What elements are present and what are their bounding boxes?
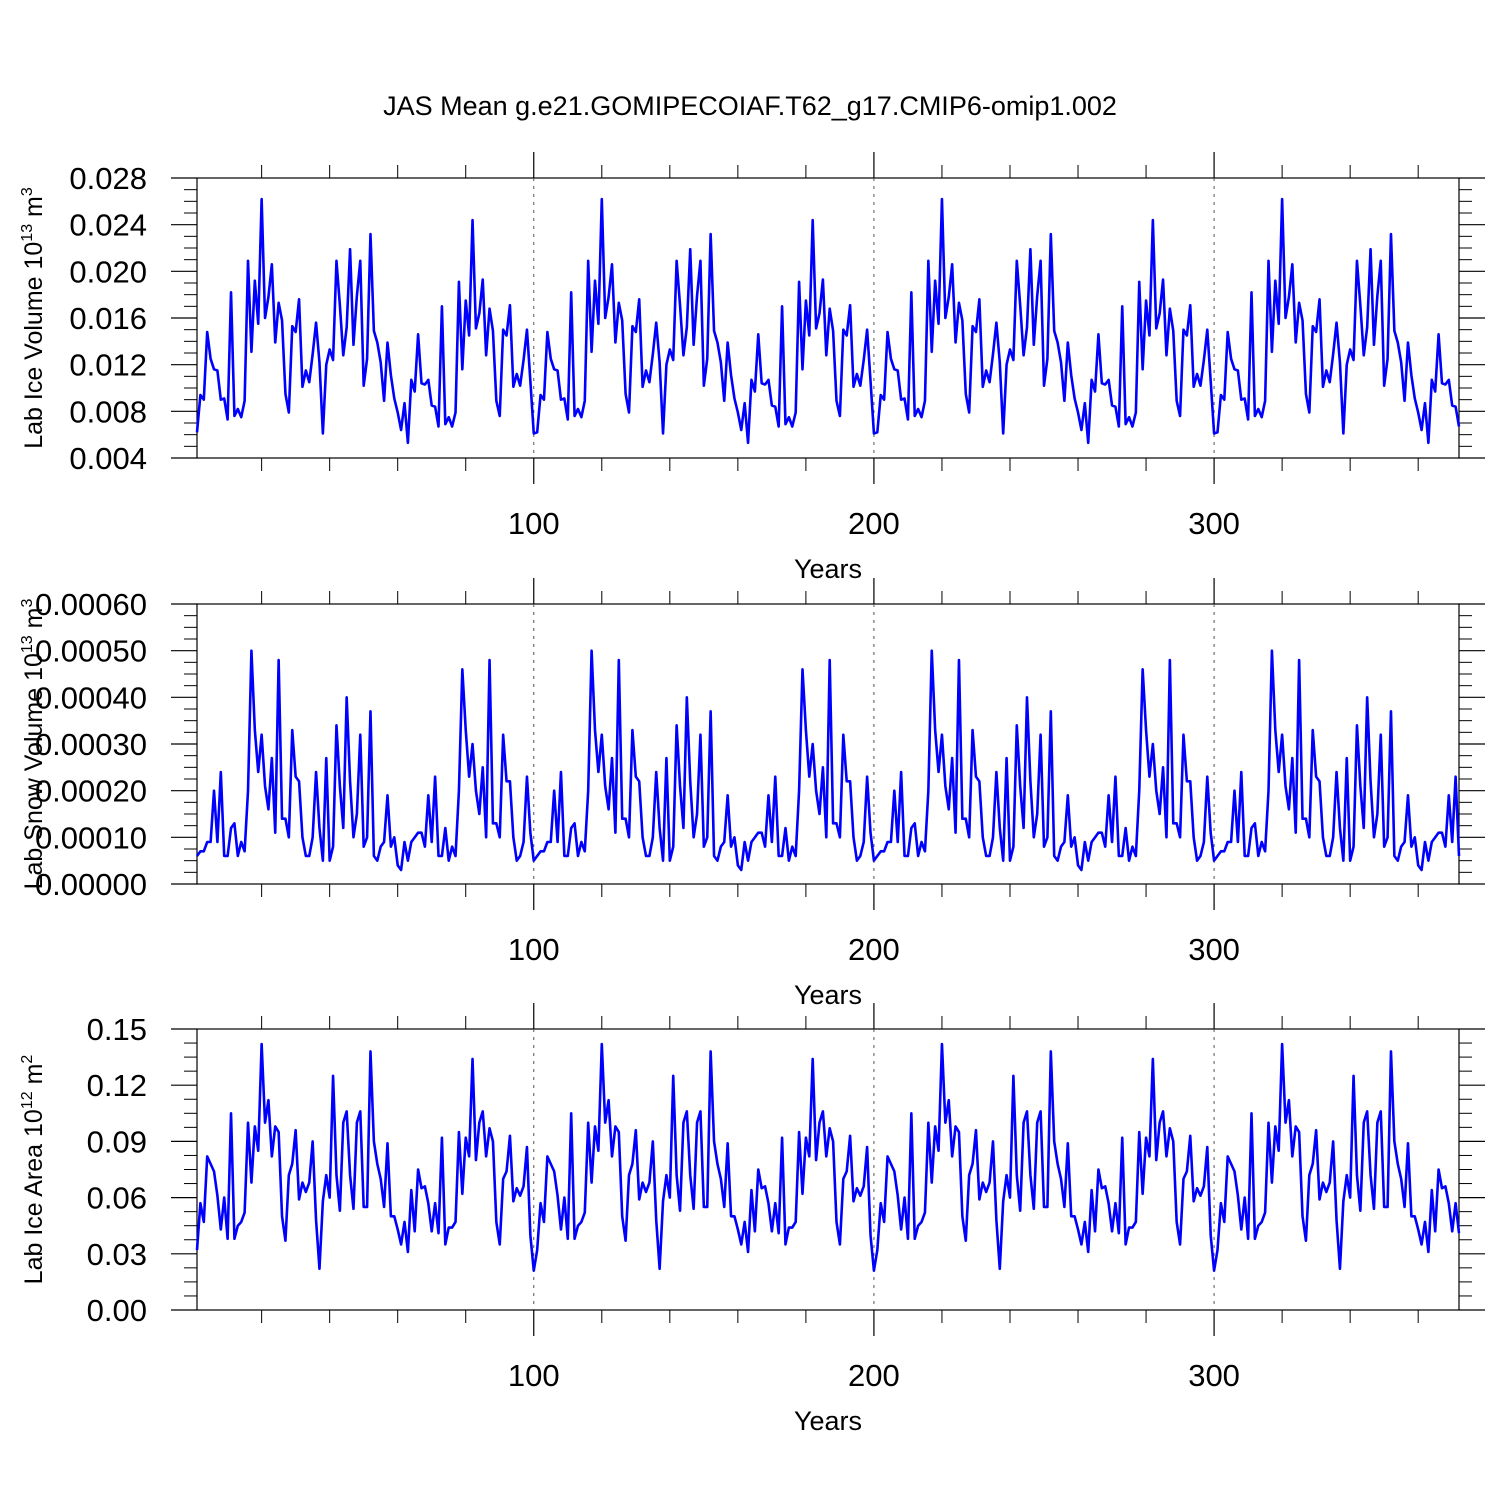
y-tick-label: 0.008 [69,394,147,429]
y-tick-label: 0.00020 [35,774,147,809]
y-tick-label: 0.06 [87,1181,147,1216]
y-tick-label: 0.00010 [35,820,147,855]
y-tick-label: 0.00040 [35,680,147,715]
x-tick-label: 200 [848,1358,900,1393]
y-tick-label: 0.024 [69,208,147,243]
y-tick-label: 0.004 [69,441,147,476]
x-tick-label: 200 [848,932,900,967]
x-tick-label: 100 [508,506,560,541]
y-tick-label: 0.028 [69,161,147,196]
x-tick-label: 300 [1188,506,1240,541]
y-axis-label: Lab Ice Volume 1013 m3 [19,187,48,449]
y-tick-label: 0.03 [87,1237,147,1272]
y-tick-label: 0.020 [69,254,147,289]
y-tick-label: 0.09 [87,1124,147,1159]
panel-snow-volume: 100 200 300 0.00000 0.00010 0.00020 0.00030 0.0… [19,578,1485,1010]
panel-ice-area: 100 200 300 0.00 0.03 0.06 0.09 0.12 0.15 Years La… [19,1003,1485,1436]
chart-title: JAS Mean g.e21.GOMIPECOIAF.T62_g17.CMIP6… [383,91,1117,121]
y-tick-label: 0.016 [69,301,147,336]
y-tick-label: 0.00030 [35,727,147,762]
y-tick-label: 0.15 [87,1012,147,1047]
y-tick-label: 0.00050 [35,634,147,669]
x-tick-label: 300 [1188,1358,1240,1393]
x-tick-label: 200 [848,506,900,541]
y-tick-label: 0.00000 [35,867,147,902]
y-tick-label: 0.00060 [35,587,147,622]
series-line [195,649,1461,872]
x-axis-label: Years [794,980,862,1010]
panel-ice-volume: 100 200 300 0.004 0.008 0.012 0.016 0.020 0.024 0… [19,152,1485,584]
y-tick-label: 0.00 [87,1293,147,1328]
x-tick-label: 100 [508,932,560,967]
x-tick-label: 100 [508,1358,560,1393]
y-axis-label: Lab Snow Volume 1013 m3 [19,599,48,890]
y-tick-label: 0.012 [69,348,147,383]
x-axis-label: Years [794,1406,862,1436]
y-tick-label: 0.12 [87,1068,147,1103]
x-tick-label: 300 [1188,932,1240,967]
y-axis-label: Lab Ice Area 1012 m2 [19,1055,48,1285]
series-line [195,197,1461,445]
series-line [195,1042,1461,1272]
x-axis-label: Years [794,554,862,584]
